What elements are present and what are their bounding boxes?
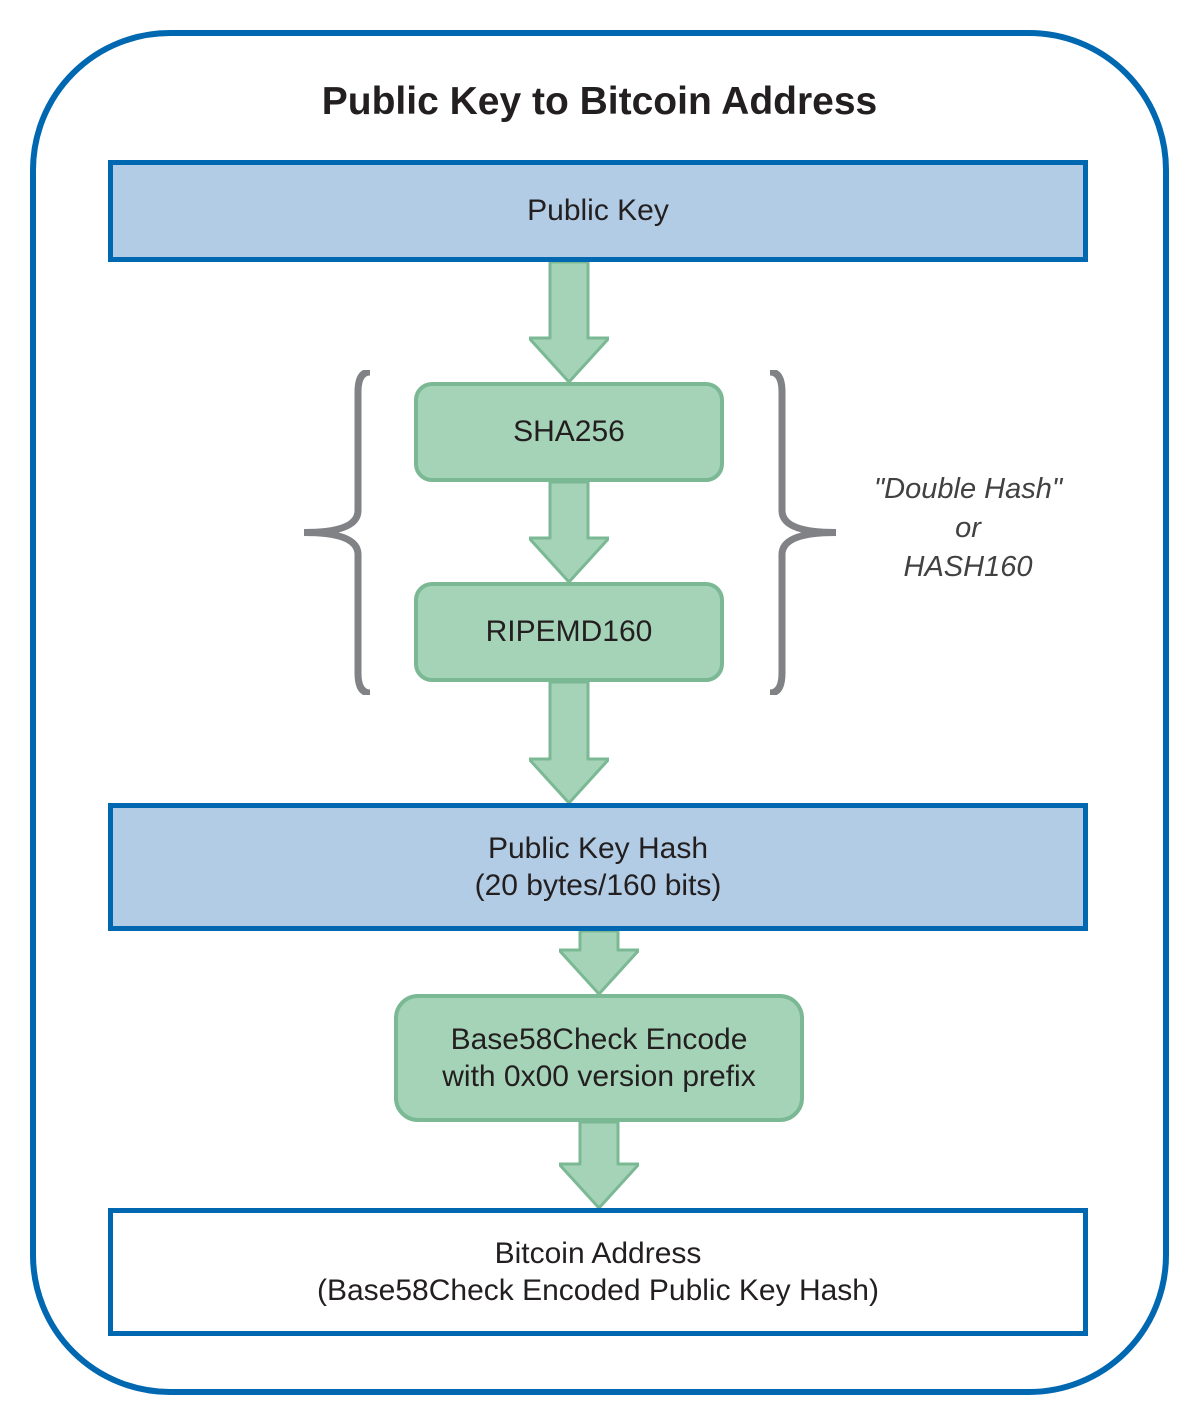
box-public-key: Public Key xyxy=(108,160,1088,262)
arrow-down-icon xyxy=(529,682,609,803)
brace-left-icon xyxy=(300,370,370,695)
annotation-line: "Double Hash" xyxy=(858,470,1078,509)
box-text-line: (20 bytes/160 bits) xyxy=(475,867,722,905)
box-text-line: (Base58Check Encoded Public Key Hash) xyxy=(317,1272,879,1310)
box-sha256: SHA256 xyxy=(414,382,724,482)
arrow-down-icon xyxy=(529,262,609,382)
arrow-down-icon xyxy=(559,931,639,994)
box-ripemd160: RIPEMD160 xyxy=(414,582,724,682)
box-text-line: Base58Check Encode xyxy=(451,1021,748,1059)
box-text-line: SHA256 xyxy=(513,413,625,451)
box-text-line: with 0x00 version prefix xyxy=(442,1058,755,1096)
diagram-title: Public Key to Bitcoin Address xyxy=(0,80,1199,124)
box-text-line: Bitcoin Address xyxy=(495,1235,702,1273)
annotation-line: HASH160 xyxy=(858,548,1078,587)
box-text-line: RIPEMD160 xyxy=(486,613,653,651)
box-text-line: Public Key Hash xyxy=(488,830,708,868)
brace-right-icon xyxy=(770,370,840,695)
double-hash-annotation: "Double Hash"orHASH160 xyxy=(858,470,1078,587)
box-public-key-hash: Public Key Hash(20 bytes/160 bits) xyxy=(108,803,1088,931)
box-text-line: Public Key xyxy=(527,192,669,230)
box-bitcoin-address: Bitcoin Address(Base58Check Encoded Publ… xyxy=(108,1208,1088,1336)
box-base58check-encode: Base58Check Encodewith 0x00 version pref… xyxy=(394,994,804,1122)
arrow-down-icon xyxy=(559,1122,639,1208)
annotation-line: or xyxy=(858,509,1078,548)
arrow-down-icon xyxy=(529,482,609,582)
